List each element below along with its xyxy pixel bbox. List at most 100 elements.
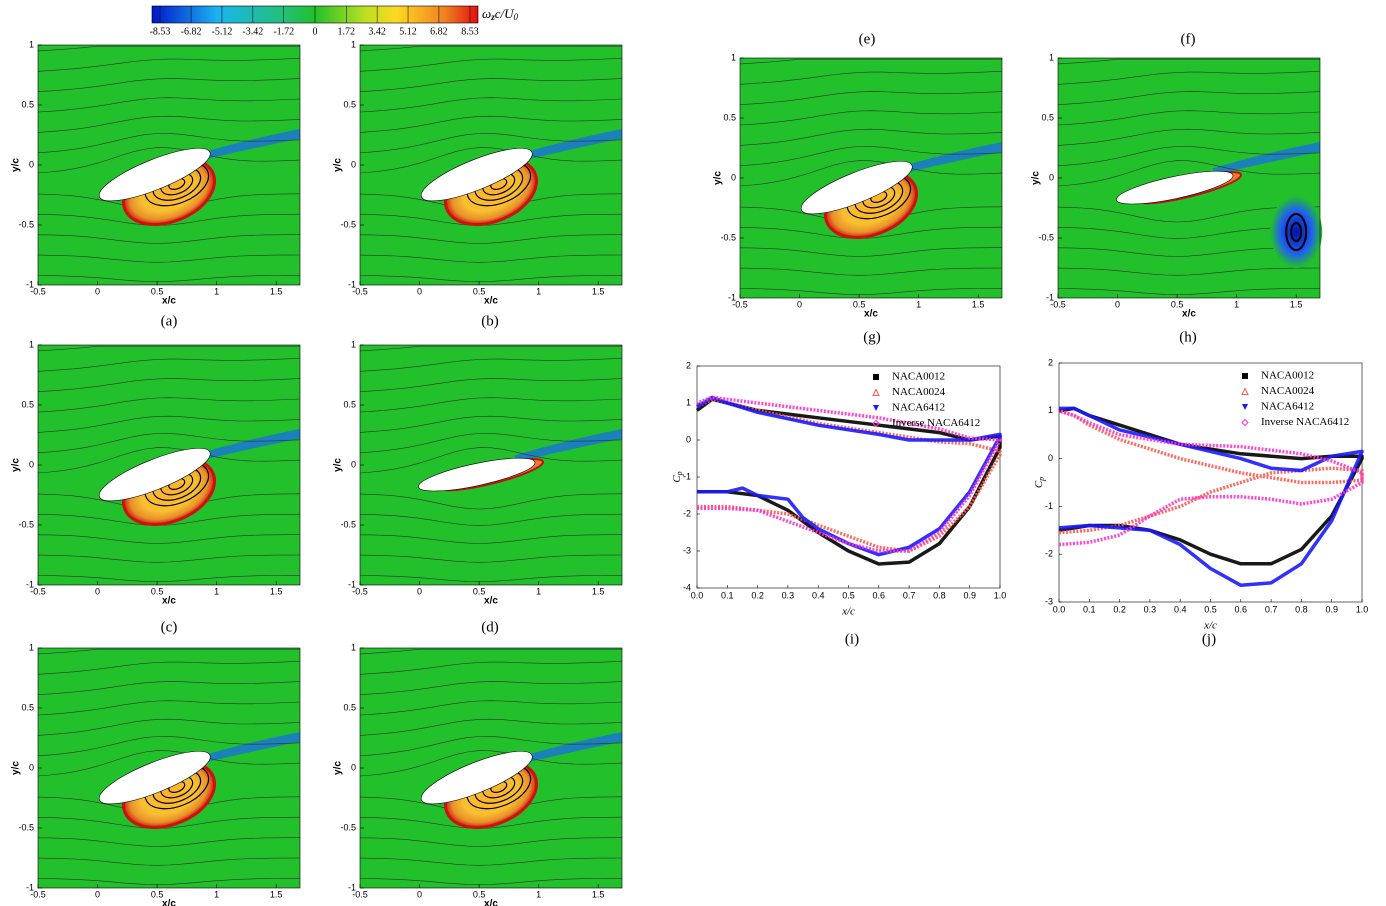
streamline (359, 234, 623, 244)
y-tick-label: -0.5 (18, 219, 34, 229)
x-tick-label: 1 (1234, 299, 1239, 309)
cp-chart: 0.0 0.1 0.2 0.3 0.4 0.5 0.6 0.7 0.8 0.9 1.0 -4 -3 -2 -… (671, 360, 1007, 647)
x-tick-label: -0.5 (352, 586, 368, 596)
streamline (37, 397, 301, 413)
colorbar-tick-label: 1.72 (338, 26, 356, 37)
streamline (359, 147, 623, 174)
contour-panel: -0.5 0 0.5 1 1.5-1-0.500.51x/cy/c (11, 339, 301, 607)
y-axis-label: y/c (333, 158, 344, 172)
y-tick-label: 0 (686, 434, 691, 444)
x-tick-label: 0.9 (1325, 604, 1338, 614)
y-tick-label: 1 (29, 642, 34, 652)
colorbar-tick-label: 0 (313, 26, 318, 37)
streamline (359, 837, 623, 847)
y-axis-label-main: C (1033, 480, 1045, 488)
x-tick-label: 0.5 (842, 590, 855, 600)
streamline (359, 750, 623, 777)
y-tick-label: -1 (1046, 292, 1054, 302)
y-tick-label: -3 (1045, 596, 1053, 606)
wake (894, 142, 1002, 176)
y-axis-label: y/c (713, 171, 724, 185)
streamline (1057, 110, 1321, 126)
streamline (37, 447, 301, 474)
streamline (1057, 160, 1321, 187)
streamline (359, 78, 623, 92)
streamline (359, 45, 622, 52)
y-tick-label: 1 (351, 642, 356, 652)
legend-label: NACA0024 (892, 386, 946, 398)
y-tick-label: 0.5 (21, 399, 34, 409)
streamline (37, 534, 301, 544)
streamline (739, 288, 1002, 295)
streamline (739, 160, 1003, 187)
streamline (1057, 146, 1321, 167)
colorbar-label-part: z (490, 12, 495, 22)
x-tick-label: 0.5 (1171, 299, 1184, 309)
y-tick-label: -0.5 (1038, 232, 1054, 242)
y-tick-label: -1 (348, 882, 356, 892)
contour-panel: -0.5 0 0.5 1 1.5-1-0.500.51x/cy/c (333, 339, 623, 607)
streamline (1057, 91, 1321, 105)
streamline (37, 275, 300, 282)
streamline (359, 115, 623, 133)
x-tick-label: 0.4 (1174, 604, 1187, 614)
streamline (359, 534, 623, 544)
x-tick-label: 0.3 (1144, 604, 1157, 614)
colorbar-tick-label: 3.42 (368, 26, 386, 37)
streamline (359, 433, 623, 454)
y-tick-label: 1 (351, 339, 356, 349)
x-tick-label: 1 (916, 299, 921, 309)
x-axis-label: x/c (484, 899, 498, 906)
x-tick-label: -0.5 (30, 889, 46, 899)
panel-label: (h) (1179, 329, 1197, 345)
y-tick-label: 0 (351, 159, 356, 169)
colorbar-label: ωzc/U0 (482, 6, 518, 22)
contour-panel: -0.5 0 0.5 1 1.5-1-0.500.51x/cy/c (11, 642, 301, 906)
x-axis-label: x/c (162, 296, 176, 307)
y-axis-label: Cp (1033, 477, 1046, 488)
x-tick-label: 0.0 (1053, 604, 1066, 614)
y-tick-label: -0.5 (18, 519, 34, 529)
streamline (359, 254, 623, 263)
y-tick-label: -0.5 (340, 219, 356, 229)
streamline (739, 110, 1003, 126)
x-tick-label: 0 (417, 889, 422, 899)
y-tick-label: 2 (686, 360, 691, 370)
streamline (37, 718, 301, 736)
legend-marker (873, 374, 879, 380)
streamline (37, 660, 301, 675)
x-tick-label: 1 (536, 889, 541, 899)
x-tick-label: 0.5 (1204, 604, 1217, 614)
streamline (359, 660, 623, 675)
y-tick-label: 0 (351, 459, 356, 469)
y-tick-label: -0.5 (340, 822, 356, 832)
streamline (37, 750, 301, 777)
y-tick-label: 0 (29, 159, 34, 169)
x-tick-label: 1.5 (972, 299, 985, 309)
x-axis-label: x/c (841, 606, 855, 618)
legend-label: NACA0024 (1261, 385, 1315, 397)
x-tick-label: 1.5 (270, 586, 283, 596)
streamline (37, 57, 301, 72)
x-tick-label: 0 (417, 286, 422, 296)
x-axis-label: x/c (162, 899, 176, 906)
x-tick-label: -0.5 (30, 286, 46, 296)
x-tick-label: 0.4 (812, 590, 825, 600)
wake (514, 732, 622, 766)
y-axis-label-sub: p (675, 471, 684, 476)
y-tick-label: 0 (29, 459, 34, 469)
streamline (37, 378, 301, 392)
airfoil (98, 148, 211, 202)
legend-label: Inverse NACA6412 (1261, 416, 1349, 428)
colorbar-label-part: c/U (495, 6, 515, 21)
airfoil (98, 751, 211, 805)
x-tick-label: 0 (95, 889, 100, 899)
x-tick-label: 1 (536, 586, 541, 596)
cp-chart: 0.0 0.1 0.2 0.3 0.4 0.5 0.6 0.7 0.8 0.9 1.0 -3 -2 -1 0… (1033, 357, 1369, 647)
panel-label: (g) (863, 329, 881, 345)
x-tick-label: 0.2 (751, 590, 764, 600)
legend-marker (1241, 387, 1249, 395)
airfoil (98, 448, 211, 502)
y-tick-label: 1 (686, 397, 691, 407)
